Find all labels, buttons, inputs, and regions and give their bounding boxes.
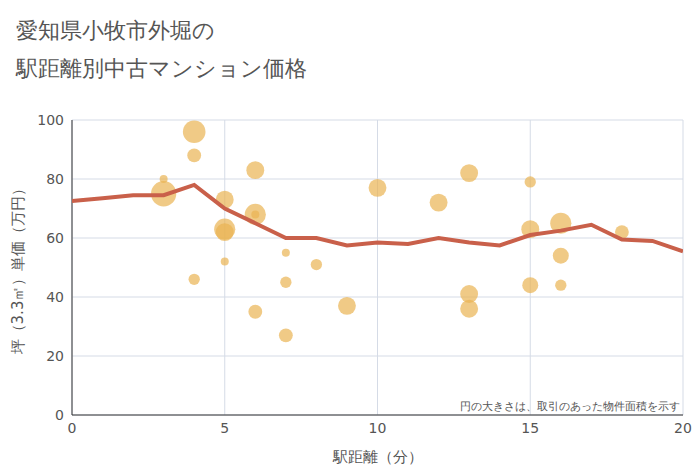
svg-text:0: 0 — [68, 420, 77, 436]
svg-text:60: 60 — [46, 230, 64, 246]
svg-text:駅距離（分）: 駅距離（分） — [332, 448, 423, 466]
svg-text:80: 80 — [46, 171, 64, 187]
svg-text:5: 5 — [220, 420, 229, 436]
svg-text:100: 100 — [37, 112, 64, 128]
html-text:円の大きさは、取引のあった物件面積を示す: 円の大きさは、取引のあった物件面積を示す — [460, 400, 680, 413]
svg-text:10: 10 — [369, 420, 387, 436]
svg-text:坪（3.3㎡）単価（万円）: 坪（3.3㎡）単価（万円） — [9, 181, 27, 356]
svg-text:20: 20 — [46, 348, 64, 364]
html-text:愛知県小牧市外堀の 駅距離別中古マンション価格: 愛知県小牧市外堀の 駅距離別中古マンション価格 — [16, 18, 307, 81]
svg-text:20: 20 — [674, 420, 692, 436]
svg-text:0: 0 — [55, 407, 64, 423]
svg-text:15: 15 — [521, 420, 539, 436]
svg-text:40: 40 — [46, 289, 64, 305]
